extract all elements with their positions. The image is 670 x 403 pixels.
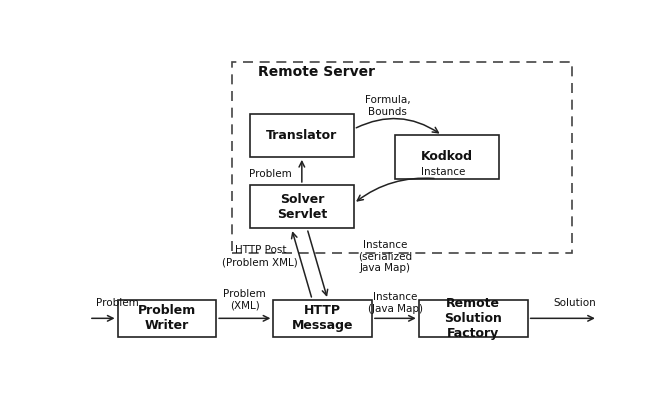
FancyBboxPatch shape [250,114,354,157]
Text: Formula,
Bounds: Formula, Bounds [364,95,410,116]
FancyBboxPatch shape [395,135,499,179]
Text: Solver
Servlet: Solver Servlet [277,193,327,220]
Text: Instance
(serialized
Java Map): Instance (serialized Java Map) [358,240,412,273]
Text: Problem
Writer: Problem Writer [138,304,196,332]
Text: Instance
(Java Map): Instance (Java Map) [368,292,423,314]
FancyBboxPatch shape [117,300,216,337]
Text: Remote Server: Remote Server [258,65,375,79]
Text: Instance: Instance [421,168,466,177]
Text: Translator: Translator [266,129,338,142]
Text: Kodkod: Kodkod [421,150,473,164]
Text: Solution: Solution [553,298,596,308]
Text: HTTP
Message: HTTP Message [292,304,353,332]
Text: HTTP Post
(Problem XML): HTTP Post (Problem XML) [222,245,298,267]
FancyBboxPatch shape [273,300,372,337]
FancyBboxPatch shape [250,185,354,229]
Text: Problem: Problem [96,298,139,308]
Text: Problem: Problem [249,169,292,179]
FancyBboxPatch shape [419,300,528,337]
Text: Remote
Solution
Factory: Remote Solution Factory [444,297,502,340]
Text: Problem
(XML): Problem (XML) [223,289,266,310]
